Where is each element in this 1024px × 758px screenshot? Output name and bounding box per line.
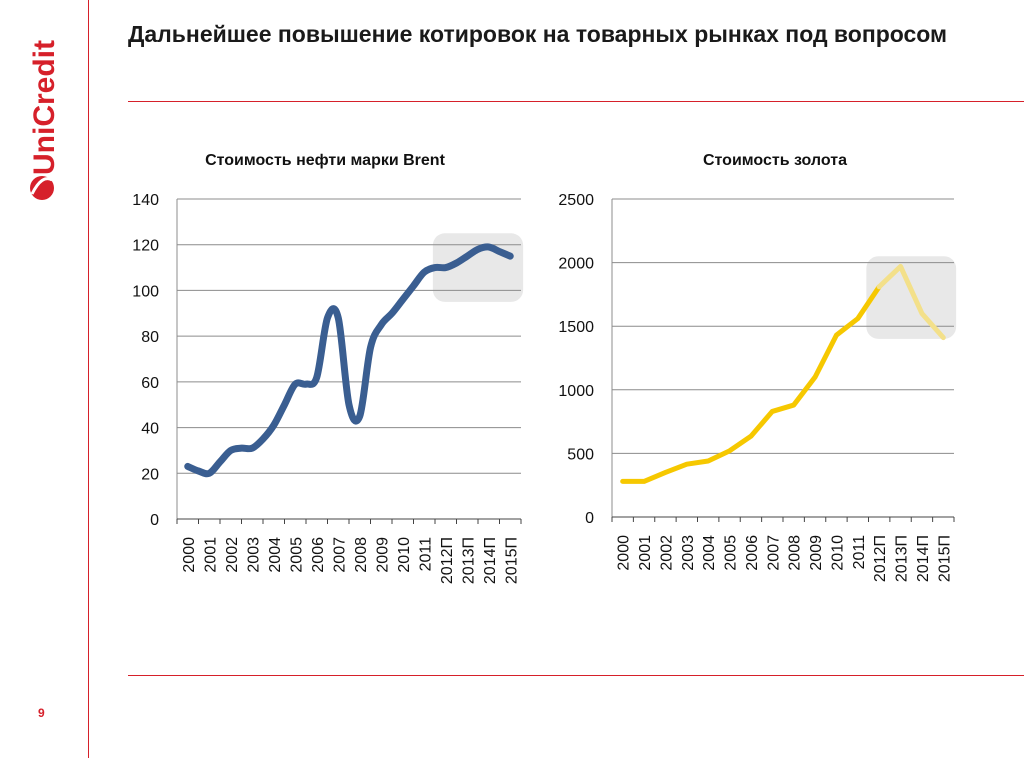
oil-y-tick-label: 80 <box>141 329 159 346</box>
gold-price-line <box>620 284 882 484</box>
page-number: 9 <box>38 706 45 720</box>
oil-x-tick-label: 2013П <box>460 537 477 584</box>
oil-chart-title: Стоимость нефти марки Brent <box>205 152 445 169</box>
gold-x-tick-label: 2004 <box>701 535 718 571</box>
oil-x-tick-label: 2010 <box>396 537 413 573</box>
oil-y-tick-label: 140 <box>132 192 159 209</box>
gold-chart-title: Стоимость золота <box>703 152 847 169</box>
gold-x-tick-label: 2002 <box>658 535 675 571</box>
logo-mark-icon <box>30 176 54 200</box>
oil-x-tick-label: 2011 <box>417 537 434 572</box>
oil-y-tick-label: 60 <box>141 375 159 392</box>
gold-x-tick-label: 2015П <box>936 535 953 582</box>
oil-y-tick-label: 100 <box>132 283 159 300</box>
gold-forecast-line <box>876 263 946 341</box>
gold-y-tick-label: 0 <box>585 510 594 527</box>
gold-x-tick-label: 2010 <box>829 535 846 571</box>
footer-divider <box>128 675 1024 676</box>
gold-y-tick-label: 1000 <box>558 383 594 400</box>
oil-y-tick-label: 120 <box>132 238 159 255</box>
title-divider <box>128 101 1024 102</box>
oil-y-tick-label: 20 <box>141 466 159 483</box>
oil-x-tick-label: 2003 <box>245 537 262 573</box>
oil-x-tick-label: 2014П <box>482 537 499 584</box>
gold-y-tick-label: 1500 <box>558 319 594 336</box>
gold-x-tick-label: 2011 <box>851 535 868 570</box>
oil-y-tick-label: 40 <box>141 421 159 438</box>
oil-x-tick-label: 2012П <box>439 537 456 584</box>
oil-x-tick-label: 2000 <box>181 537 198 573</box>
gold-x-tick-label: 2003 <box>680 535 697 571</box>
gold-x-tick-label: 2009 <box>808 535 825 571</box>
gold-y-tick-label: 500 <box>567 446 594 463</box>
logo-wordmark: UniCredit <box>28 40 61 175</box>
oil-x-tick-label: 2004 <box>267 537 284 573</box>
oil-x-tick-label: 2002 <box>224 537 241 573</box>
gold-x-tick-label: 2008 <box>787 535 804 571</box>
gold-x-tick-label: 2012П <box>872 535 889 582</box>
oil-y-tick-label: 0 <box>150 512 159 529</box>
oil-x-tick-label: 2001 <box>202 537 219 573</box>
left-vertical-rule <box>88 0 89 758</box>
gold-x-tick-label: 2014П <box>915 535 932 582</box>
oil-x-tick-label: 2007 <box>331 537 348 573</box>
oil-x-tick-label: 2005 <box>288 537 305 573</box>
gold-x-tick-label: 2006 <box>744 535 761 571</box>
gold-x-tick-label: 2005 <box>723 535 740 571</box>
oil-x-tick-label: 2015П <box>503 537 520 584</box>
gold-y-tick-label: 2000 <box>558 256 594 273</box>
gold-x-tick-label: 2007 <box>765 535 782 571</box>
gold-x-tick-label: 2001 <box>637 535 654 571</box>
unicredit-logo: UniCredit <box>28 40 61 200</box>
oil-x-tick-label: 2006 <box>310 537 327 573</box>
oil-x-tick-label: 2009 <box>374 537 391 573</box>
page-title: Дальнейшее повышение котировок на товарн… <box>128 21 948 47</box>
gold-x-tick-label: 2013П <box>894 535 911 582</box>
oil-price-line <box>184 243 514 478</box>
gold-y-tick-label: 2500 <box>558 192 594 209</box>
oil-x-tick-label: 2008 <box>353 537 370 573</box>
gold-x-tick-label: 2000 <box>616 535 633 571</box>
